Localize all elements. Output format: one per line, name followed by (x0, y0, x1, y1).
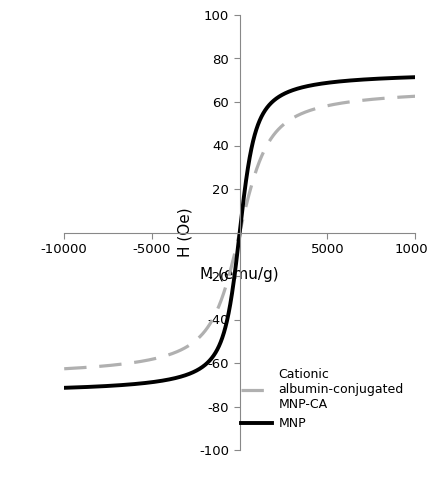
Cationic
albumin-conjugated
MNP-CA (122, 360, 128, 366)
Cationic
albumin-conjugated
MNP-CA (406, 94, 411, 100)
MNP (102, 383, 107, 389)
MNP (413, 74, 418, 80)
X-axis label: M (emu/g): M (emu/g) (200, 267, 279, 282)
Legend: Cationic
albumin-conjugated
MNP-CA, MNP: Cationic albumin-conjugated MNP-CA, MNP (236, 363, 409, 435)
Cationic
albumin-conjugated
MNP-CA (102, 363, 107, 369)
MNP (406, 74, 411, 80)
Cationic
albumin-conjugated
MNP-CA (196, 335, 201, 341)
Cationic
albumin-conjugated
MNP-CA (211, 314, 217, 320)
Line: Cationic
albumin-conjugated
MNP-CA: Cationic albumin-conjugated MNP-CA (64, 96, 415, 369)
MNP (211, 352, 217, 358)
Line: MNP: MNP (64, 77, 415, 388)
Y-axis label: H (Oe): H (Oe) (177, 208, 192, 258)
MNP (122, 382, 128, 388)
Cationic
albumin-conjugated
MNP-CA (413, 93, 418, 99)
Cationic
albumin-conjugated
MNP-CA (62, 366, 67, 372)
MNP (368, 76, 373, 82)
MNP (62, 385, 67, 391)
Cationic
albumin-conjugated
MNP-CA (368, 96, 373, 102)
MNP (196, 366, 201, 372)
